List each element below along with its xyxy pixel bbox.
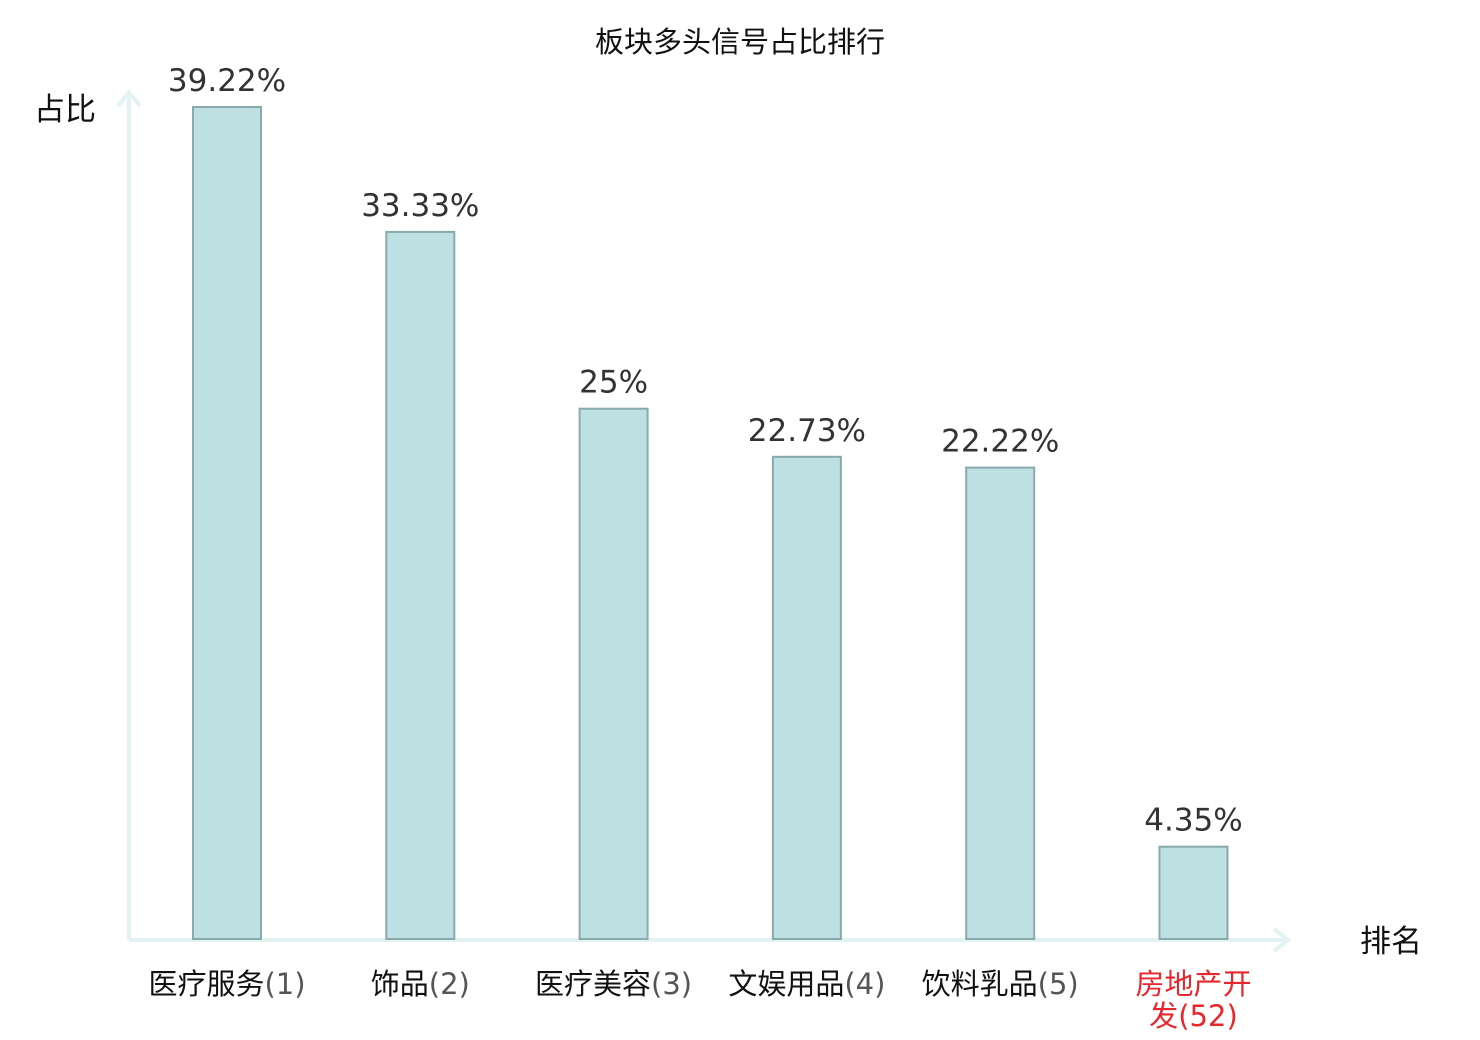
y-axis-arrow-icon (116, 88, 142, 108)
value-labels: 39.22% 33.33% 25% 22.73% 22.22% 4.35% (168, 63, 1243, 839)
bar (965, 466, 1036, 940)
x-axis-arrow-icon (1272, 927, 1292, 953)
value-label: 25% (579, 365, 648, 401)
bar (385, 230, 456, 940)
value-label: 39.22% (168, 63, 286, 99)
bar (192, 106, 262, 940)
value-label: 22.73% (748, 413, 866, 449)
tick-label: 医疗美容(3) (535, 967, 692, 1001)
tick-label: 医疗服务(1) (148, 967, 305, 1001)
tick-label: 房地产开发(52) (1135, 967, 1251, 1033)
x-axis (129, 927, 1292, 953)
bar (578, 407, 649, 940)
tick-label: 饰品(2) (371, 967, 470, 1001)
value-label: 4.35% (1144, 803, 1242, 839)
bar-series (192, 106, 1229, 941)
value-label: 33.33% (361, 188, 479, 224)
category-labels: 医疗服务(1) 饰品(2) 医疗美容(3) 文娱用品(4) 饮料乳品(5) 房地产开发(5… (148, 967, 1251, 1033)
tick-label: 饮料乳品(5) (922, 967, 1079, 1001)
x-axis-label: 排名 (1360, 924, 1422, 960)
bar (771, 455, 842, 940)
y-axis (116, 88, 142, 940)
chart-title: 板块多头信号占比排行 (595, 25, 885, 59)
y-axis-label: 占比 (34, 92, 96, 128)
tick-label: 文娱用品(4) (728, 967, 885, 1001)
value-label: 22.22% (941, 424, 1059, 460)
bar (1158, 845, 1229, 941)
